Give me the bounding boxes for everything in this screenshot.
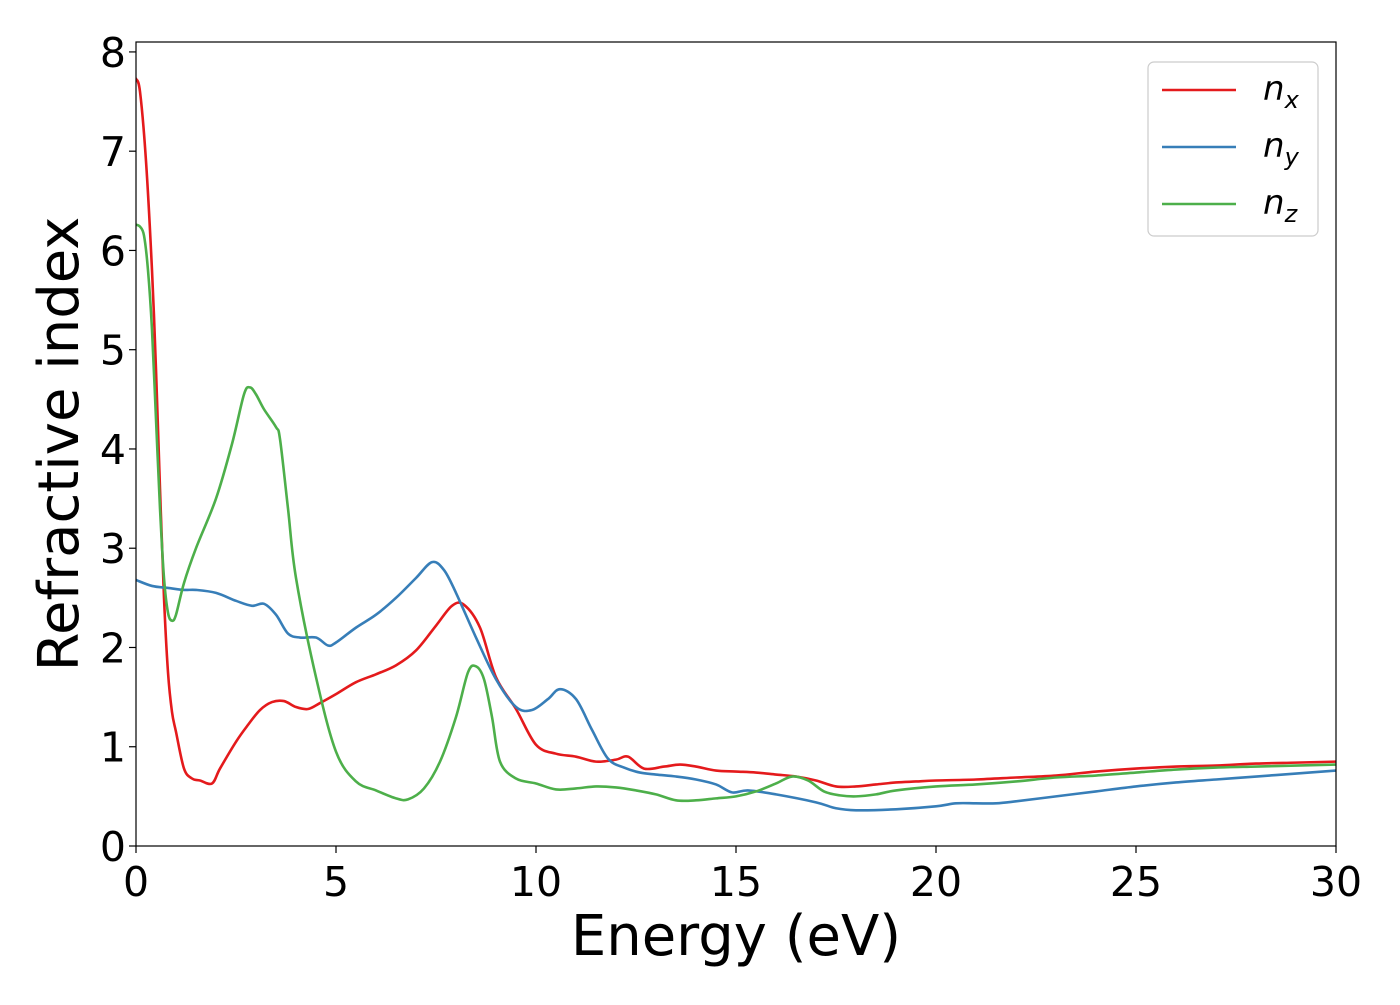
legend-label-nx: nx xyxy=(1263,69,1300,114)
legend-box xyxy=(1147,61,1319,237)
x-axis-label: Energy (eV) xyxy=(571,904,901,969)
series-line-nx xyxy=(136,77,1336,789)
y-tick-label: 7 xyxy=(100,128,126,176)
x-axis-ticks: 0 5 10 15 20 25 30 xyxy=(123,846,1362,906)
legend-subscript: x xyxy=(1284,86,1300,114)
y-tick-label: 6 xyxy=(100,227,126,275)
legend-subscript: z xyxy=(1284,200,1299,228)
series-line-ny xyxy=(136,560,1336,812)
y-tick-label: 1 xyxy=(100,724,126,772)
y-tick-label: 3 xyxy=(100,525,126,573)
x-tick-label: 10 xyxy=(510,858,562,906)
y-tick-label: 0 xyxy=(100,823,126,871)
y-tick-label: 5 xyxy=(100,327,126,375)
series-line-nz xyxy=(136,223,1336,803)
x-tick-label: 5 xyxy=(323,858,349,906)
y-tick-label: 4 xyxy=(100,426,126,474)
plot-lines xyxy=(136,77,1336,812)
x-tick-label: 15 xyxy=(710,858,762,906)
y-axis-ticks: 0 1 2 3 4 5 6 7 8 xyxy=(100,29,136,871)
x-tick-label: 25 xyxy=(1110,858,1162,906)
y-tick-label: 8 xyxy=(100,29,126,77)
x-tick-label: 0 xyxy=(123,858,149,906)
y-axis-label: Refractive index xyxy=(27,217,92,672)
legend-subscript: y xyxy=(1284,143,1300,171)
y-tick-label: 2 xyxy=(100,624,126,672)
x-tick-label: 20 xyxy=(910,858,962,906)
x-tick-label: 30 xyxy=(1310,858,1362,906)
